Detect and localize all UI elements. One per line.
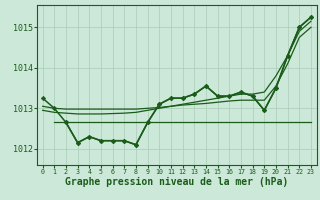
- X-axis label: Graphe pression niveau de la mer (hPa): Graphe pression niveau de la mer (hPa): [65, 177, 288, 187]
